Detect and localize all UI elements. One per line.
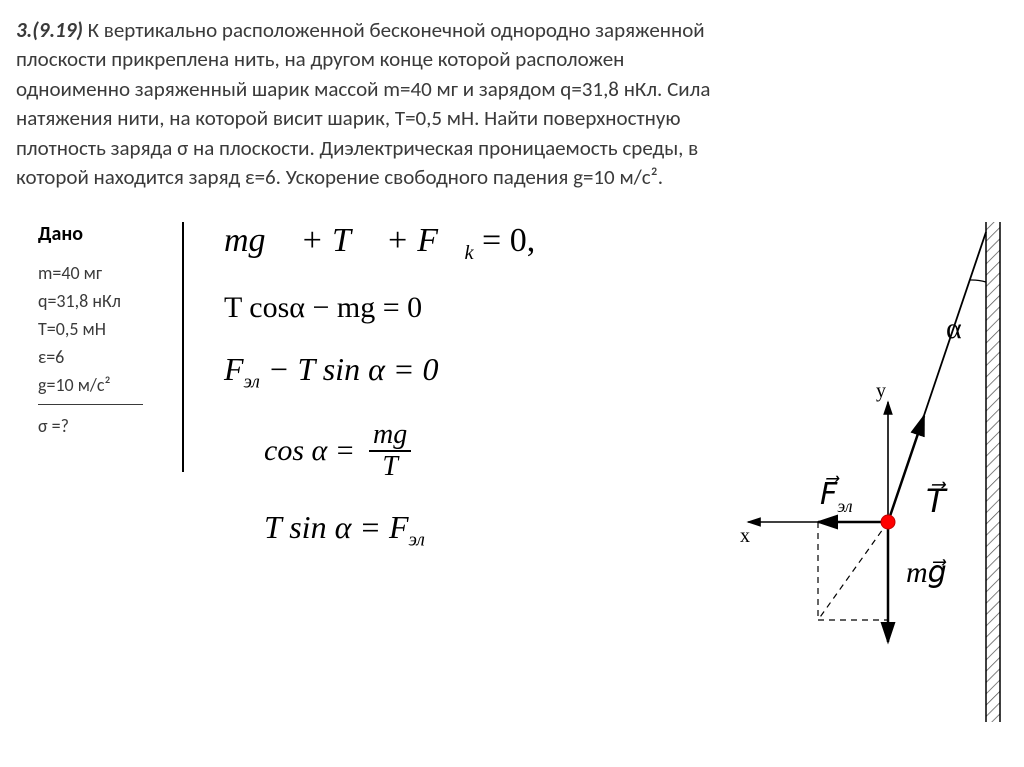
angle-arc — [970, 280, 986, 282]
given-divider — [38, 404, 143, 405]
problem-line-4: плотность заряда σ на плоскости. Диэлект… — [16, 135, 698, 161]
y-label: y — [876, 380, 886, 402]
problem-number: 3.(9.19) — [16, 17, 83, 43]
equation-5: T sin α = Fэл — [264, 509, 688, 551]
force-diagram: α y x F⃗эл T⃗ mg⃗ — [688, 222, 1008, 727]
given-title: Дано — [38, 222, 186, 246]
eq5-sub: эл — [409, 529, 425, 550]
alpha-label: α — [946, 312, 962, 345]
eq3-mid: − T sin α = 0 — [260, 351, 439, 387]
given-line-4: g=10 м/с² — [38, 372, 186, 400]
equation-1: mg⃗ + T⃗ + F⃗k = 0, — [224, 222, 688, 265]
eq1-c: F⃗ — [417, 222, 464, 259]
f-label: F⃗эл — [820, 476, 853, 516]
content-area: Дано m=40 мг q=31,8 нКл T=0,5 мН ε=6 g=1… — [16, 222, 1008, 727]
problem-line-5: которой находится заряд ε=6. Ускорение с… — [16, 164, 663, 190]
equations-column: mg⃗ + T⃗ + F⃗k = 0, T cosα − mg = 0 Fэл … — [224, 222, 688, 727]
eq4-fraction: mg T — [369, 420, 411, 483]
equation-3: Fэл − T sin α = 0 — [224, 351, 688, 393]
equation-2: T cosα − mg = 0 — [224, 291, 688, 325]
given-line-2: T=0,5 мН — [38, 316, 186, 344]
eq1-csub: k — [464, 242, 473, 264]
charged-ball — [881, 515, 895, 529]
eq3-a: F — [224, 351, 244, 387]
dash-diag — [818, 522, 888, 620]
t-label: T⃗ — [926, 482, 948, 520]
mg-label: mg⃗ — [906, 556, 947, 589]
given-find: σ =? — [38, 413, 186, 441]
problem-statement: 3.(9.19) К вертикально расположенной бес… — [16, 16, 1008, 192]
eq4-num: mg — [369, 420, 411, 451]
given-column: Дано m=40 мг q=31,8 нКл T=0,5 мН ε=6 g=1… — [16, 222, 186, 727]
given-line-3: ε=6 — [38, 344, 186, 372]
eq1-rhs: = 0, — [482, 222, 535, 259]
eq3-asub: эл — [244, 372, 260, 393]
eq4-lhs: cos α = — [264, 434, 355, 468]
charged-plane — [986, 222, 1000, 722]
vertical-divider — [182, 222, 184, 472]
problem-line-3: натяжения нити, на которой висит шарик, … — [16, 105, 681, 131]
given-line-0: m=40 мг — [38, 260, 186, 288]
eq1-plus1: + — [301, 222, 332, 259]
problem-line-2: одноименно заряженный шарик массой m=40 … — [16, 76, 710, 102]
eq1-plus2: + — [386, 222, 417, 259]
x-label: x — [740, 525, 750, 547]
given-line-1: q=31,8 нКл — [38, 288, 186, 316]
eq4-den: T — [378, 452, 402, 483]
problem-line-1: плоскости прикреплена нить, на другом ко… — [16, 46, 624, 72]
equation-4: cos α = mg T — [264, 420, 688, 483]
t-vector — [888, 416, 924, 522]
diagram-svg: α y x F⃗эл T⃗ mg⃗ — [688, 222, 1008, 722]
eq5-a: T sin α = F — [264, 509, 409, 545]
problem-line-0: К вертикально расположенной бесконечной … — [88, 17, 705, 43]
eq1-b: T⃗ — [332, 222, 377, 259]
eq1-a: mg⃗ — [224, 222, 292, 259]
